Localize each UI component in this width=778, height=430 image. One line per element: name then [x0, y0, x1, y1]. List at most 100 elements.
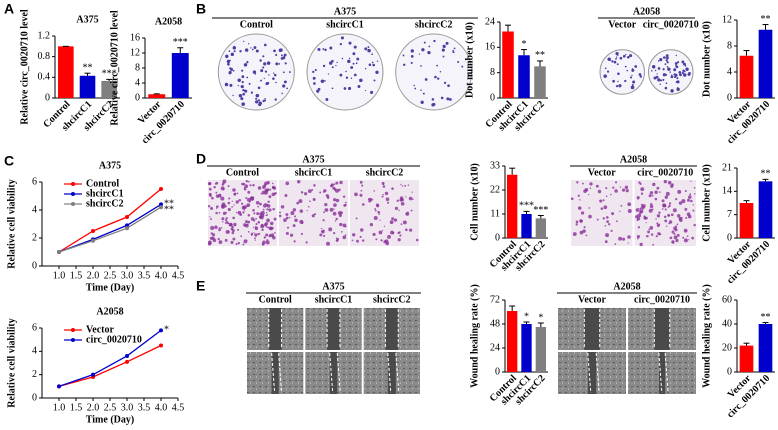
cell-dot	[390, 230, 394, 235]
cell-dot	[292, 208, 297, 212]
cell-dot	[242, 243, 245, 246]
cell-dot	[658, 223, 661, 226]
cell-dot	[410, 209, 413, 212]
bar	[58, 46, 74, 98]
colony-dot	[659, 58, 663, 62]
image-label: shcircC2	[373, 294, 411, 305]
colony-dot	[434, 75, 437, 79]
cell-dot	[676, 223, 679, 226]
y-axis-label: Relative cell viability	[6, 318, 17, 407]
colony-dot	[654, 69, 657, 72]
cell-dot	[312, 198, 316, 202]
cell-dot	[211, 196, 214, 200]
cell-dot	[261, 229, 264, 231]
colony-dot	[624, 53, 627, 56]
wound-edge	[395, 352, 400, 394]
cell-dot	[596, 218, 599, 221]
colony-dot	[241, 75, 245, 79]
cell-dot	[268, 227, 270, 229]
cell-dot	[693, 187, 696, 189]
cell-dot	[246, 198, 251, 202]
point	[159, 343, 163, 348]
cell-dot	[299, 209, 304, 213]
colony-dot	[617, 80, 619, 83]
colony-dot	[666, 65, 669, 68]
colony-dot	[428, 45, 431, 48]
colony-dot	[274, 98, 277, 101]
cell-dot	[382, 193, 384, 196]
colony-dot	[376, 60, 379, 62]
cell-dot	[279, 211, 281, 214]
colony-dot	[340, 36, 344, 40]
cell-dot	[668, 202, 672, 205]
cell-dot	[268, 228, 271, 230]
image-label: shcircC1	[326, 19, 364, 30]
point	[125, 354, 129, 358]
cell-dot	[692, 204, 695, 206]
colony-dot	[262, 66, 265, 69]
cell-dot	[208, 182, 212, 186]
colony-dot	[615, 52, 619, 56]
y-tick-label: 16	[485, 42, 495, 53]
colony-dot	[676, 87, 680, 92]
image-label: Vector	[578, 294, 607, 305]
cell-dot	[266, 181, 270, 185]
image-label: circ_0020710	[637, 167, 693, 178]
wound-edge	[387, 352, 392, 394]
cell-dot	[606, 220, 609, 224]
cell-dot	[243, 209, 245, 211]
bar	[521, 214, 532, 238]
cell-dot	[259, 202, 262, 206]
cell-dot	[576, 181, 579, 184]
cell-dot	[651, 208, 654, 211]
cell-dot	[378, 213, 380, 215]
cell-dot	[605, 187, 608, 190]
y-tick-label: 22	[490, 184, 500, 195]
colony-dot	[266, 61, 271, 65]
cell-dot	[214, 225, 218, 230]
cell-dot	[241, 182, 244, 186]
cell-dot	[647, 230, 651, 234]
cell-dot	[600, 207, 604, 210]
cell-dot	[250, 232, 254, 236]
significance: *	[538, 312, 543, 323]
cell-dot	[329, 207, 334, 212]
colony-dot	[242, 89, 245, 92]
significance: ***	[533, 205, 548, 216]
colony-dot	[683, 62, 686, 66]
cell-dot	[675, 238, 679, 243]
cell-dot	[661, 208, 664, 210]
wound-gap	[387, 352, 396, 394]
cell-dot	[264, 202, 267, 205]
x-tick-label: 3.5	[138, 402, 151, 413]
cell-dot	[605, 233, 609, 238]
colony-dot	[264, 99, 266, 102]
cell-dot	[304, 192, 308, 196]
cell-dot	[665, 191, 670, 196]
cell-dot	[619, 210, 621, 213]
colony-dot	[420, 100, 424, 104]
point	[125, 223, 129, 228]
colony-plate	[306, 33, 384, 111]
cell-dot	[296, 201, 300, 205]
cell-dot	[394, 206, 399, 210]
cell-dot	[398, 209, 400, 211]
cell-dot	[588, 214, 592, 219]
cell-dot	[361, 239, 365, 242]
cell-dot	[585, 234, 588, 237]
colony-dot	[657, 67, 661, 70]
cell-dot	[383, 225, 386, 227]
colony-dot	[670, 89, 674, 93]
cell-dot	[265, 189, 268, 192]
cell-dot	[272, 207, 275, 211]
cell-dot	[342, 195, 346, 198]
y-axis-label: Dot number (x10)	[701, 21, 712, 97]
cell-dot	[262, 185, 266, 189]
colony-dot	[427, 50, 431, 55]
colony-dot	[624, 79, 627, 83]
y-tick-label: 0	[45, 92, 50, 103]
colony-dot	[665, 73, 668, 76]
cell-dot	[657, 232, 661, 236]
cell-dot	[361, 203, 365, 206]
cell-dot	[262, 208, 265, 211]
